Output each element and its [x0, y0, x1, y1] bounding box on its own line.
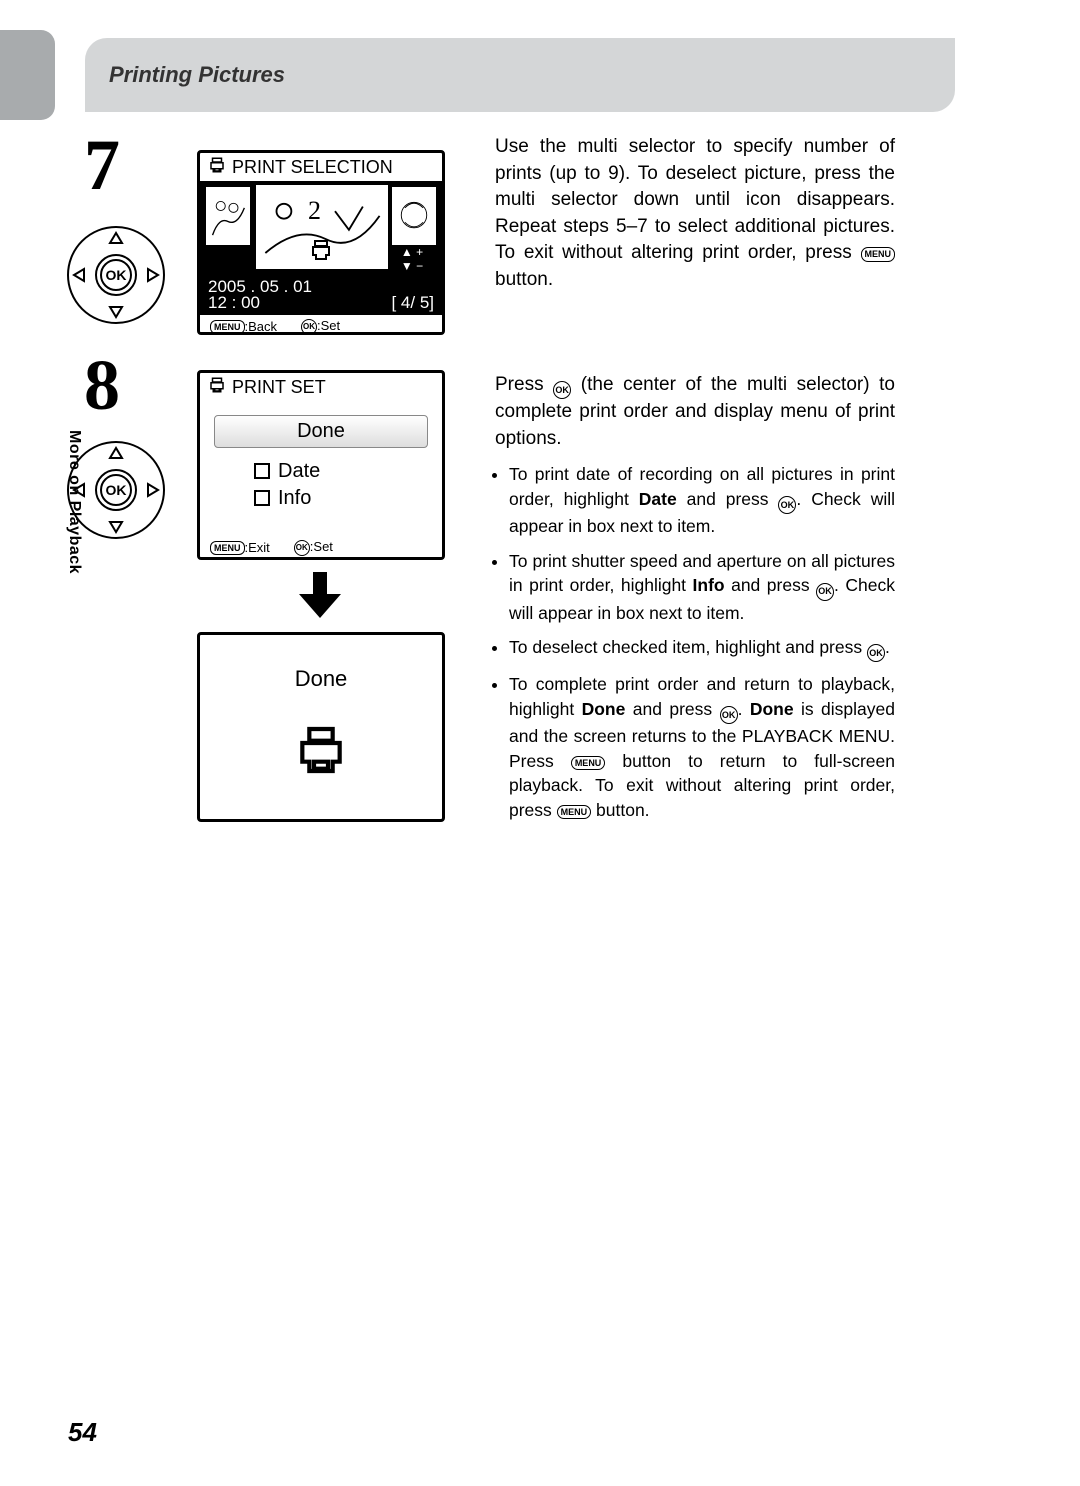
- bullet-info: To print shutter speed and aperture on a…: [509, 549, 895, 625]
- screen-title: PRINT SELECTION: [232, 157, 393, 178]
- menu-inline-icon: MENU: [557, 805, 592, 820]
- t: Done: [750, 699, 794, 719]
- screen-title-row: PRINT SET: [200, 373, 442, 401]
- svg-text:OK: OK: [106, 267, 127, 283]
- info-option: Info: [210, 485, 432, 512]
- print-icon: [208, 376, 226, 399]
- page-number: 54: [68, 1417, 97, 1448]
- screen-footer: MENU:Exit OK:Set: [200, 536, 442, 559]
- info-option-label: Info: [278, 487, 311, 509]
- time-label: 12 : 00: [208, 293, 260, 313]
- header-title: Printing Pictures: [109, 62, 931, 88]
- thumb-current: 2: [256, 185, 388, 269]
- t: To deselect checked item, highlight and …: [509, 637, 867, 657]
- thumb-prev: [206, 187, 250, 245]
- t: and press: [625, 699, 719, 719]
- back-label: :Back: [245, 319, 278, 334]
- ok-inline-icon: OK: [816, 583, 834, 601]
- print-icon: [293, 722, 349, 789]
- done-confirmation-screen: Done: [197, 632, 445, 822]
- svg-text:OK: OK: [106, 482, 127, 498]
- print-count: 2: [308, 196, 321, 226]
- step7-text-a: Use the multi selector to specify number…: [495, 136, 895, 263]
- checkbox-icon: [254, 463, 270, 479]
- print-set-options: Done Date Info: [200, 401, 442, 536]
- ok-inline-icon: OK: [778, 496, 796, 514]
- step-8-text: Press OK (the center of the multi select…: [495, 372, 895, 832]
- menu-button-inline-icon: MENU: [861, 247, 896, 262]
- t: Press: [495, 374, 553, 395]
- menu-button-icon: MENU: [210, 320, 245, 334]
- date-option: Date: [210, 458, 432, 485]
- set-label: :Set: [317, 318, 340, 333]
- screen-title-row: PRINT SELECTION: [200, 153, 442, 181]
- bullet-done: To complete print order and return to pl…: [509, 672, 895, 822]
- ok-inline-icon: OK: [720, 706, 738, 724]
- multi-selector-icon: OK: [66, 440, 166, 540]
- t: and press: [725, 575, 816, 595]
- ok-button-icon: OK: [301, 319, 317, 335]
- frame-counter: [ 4/ 5]: [391, 293, 434, 313]
- ok-inline-icon: OK: [867, 644, 885, 662]
- count-arrows: ▲ +▼ −: [394, 245, 430, 273]
- step-8-number: 8: [84, 344, 120, 427]
- t: and press: [677, 489, 779, 509]
- t: Date: [639, 489, 677, 509]
- screen-footer: MENU:Back OK:Set: [200, 315, 442, 335]
- ok-button-icon: OK: [294, 540, 310, 556]
- print-order-icon: [309, 238, 333, 262]
- print-set-screen: PRINT SET Done Date Info MENU:Exit OK:Se…: [197, 370, 445, 560]
- step-7-text: Use the multi selector to specify number…: [495, 134, 895, 294]
- thumbnail-strip: 2 ▲ +▼ − 2005 . 05 . 01 12 : 00 [ 4/ 5]: [200, 181, 442, 315]
- t: button.: [591, 800, 649, 820]
- checkbox-icon: [254, 490, 270, 506]
- header-bar: Printing Pictures: [85, 38, 955, 112]
- done-label: Done: [295, 666, 348, 692]
- step7-text-b: button.: [495, 269, 553, 290]
- print-selection-screen: PRINT SELECTION 2 ▲ +▼ − 2005 . 05 . 01 …: [197, 150, 445, 335]
- left-tab: [0, 30, 55, 120]
- screen-title: PRINT SET: [232, 377, 326, 398]
- bullet-date: To print date of recording on all pictur…: [509, 462, 895, 538]
- thumb-next: [392, 187, 436, 245]
- t: .: [738, 699, 750, 719]
- t: .: [885, 637, 890, 657]
- ok-inline-icon: OK: [553, 381, 571, 399]
- menu-inline-icon: MENU: [571, 756, 606, 771]
- bullet-deselect: To deselect checked item, highlight and …: [509, 635, 895, 662]
- down-arrow-icon: [295, 570, 345, 620]
- step-7-number: 7: [84, 124, 120, 207]
- t: Done: [582, 699, 626, 719]
- menu-button-icon: MENU: [210, 541, 245, 555]
- date-option-label: Date: [278, 460, 320, 482]
- t: Info: [693, 575, 725, 595]
- exit-label: :Exit: [245, 540, 270, 555]
- done-option: Done: [214, 415, 428, 448]
- set-label: :Set: [310, 539, 333, 554]
- print-icon: [208, 156, 226, 179]
- multi-selector-icon: OK: [66, 225, 166, 325]
